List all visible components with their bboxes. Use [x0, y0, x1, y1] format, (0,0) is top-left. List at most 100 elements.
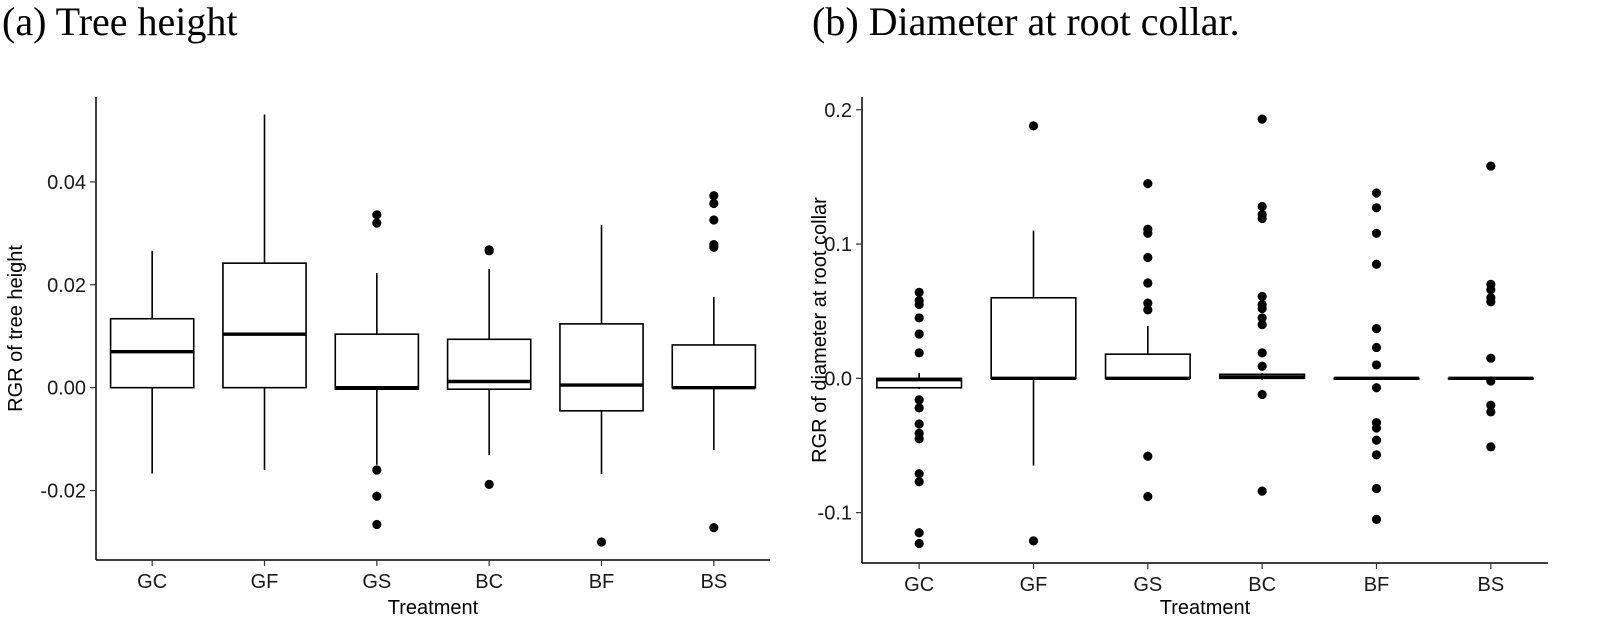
panel-b-title: (b) Diameter at root collar. [812, 0, 1240, 44]
outlier-point [372, 210, 382, 220]
x-tick-label: GS [1133, 574, 1162, 596]
iqr-box [1104, 353, 1191, 380]
outlier-point [372, 218, 382, 228]
outlier-point [1257, 114, 1267, 124]
outlier-point [1486, 442, 1496, 452]
outlier-point [914, 419, 924, 429]
box-bc [446, 245, 532, 489]
outlier-point [1371, 188, 1382, 198]
panel-b-diameter-root-collar: -0.1 0.0 0.1 0.2 GC GF GS BC BF BS Treatment RGR of… [809, 97, 1548, 619]
outlier-point [1257, 361, 1267, 371]
outlier-point [1028, 121, 1039, 131]
outlier-point [1371, 383, 1382, 393]
outlier-point [1257, 303, 1267, 314]
outlier-point [1371, 435, 1382, 445]
outlier-point [1143, 451, 1153, 461]
outlier-point [596, 537, 607, 547]
outlier-point [1486, 285, 1496, 295]
box-gc [876, 287, 963, 549]
outlier-point [1257, 201, 1267, 212]
outlier-point [914, 329, 924, 339]
outlier-point [914, 477, 924, 487]
outlier-point [1028, 536, 1039, 546]
y-tick-label: 0.1 [824, 234, 852, 256]
outlier-point [484, 479, 494, 489]
outlier-point [1371, 203, 1382, 213]
outlier-point [709, 215, 719, 225]
outlier-point [1371, 483, 1382, 494]
x-tick-label: GF [251, 571, 279, 593]
outlier-point [914, 313, 924, 323]
y-tick-label: 0.00 [47, 378, 86, 400]
outlier-point [1143, 491, 1153, 502]
box-gf [990, 121, 1077, 546]
outlier-point [1143, 179, 1153, 189]
iqr-box [222, 262, 307, 389]
box-bf [1333, 188, 1420, 524]
outlier-point [709, 242, 719, 252]
x-axis-title: Treatment [388, 597, 479, 619]
x-tick-label: GC [137, 571, 167, 593]
outlier-point [1257, 320, 1267, 330]
x-tick-label: GS [362, 571, 391, 593]
outlier-point [1143, 228, 1153, 238]
outlier-point [1371, 450, 1382, 460]
box-gf [222, 114, 307, 470]
outlier-point [709, 198, 719, 209]
box-bc [1219, 114, 1306, 496]
y-axis-title: RGR of diameter at root collar [809, 197, 831, 463]
box-bf [559, 225, 644, 547]
x-tick-label: GF [1020, 574, 1048, 596]
outlier-point [1143, 305, 1153, 315]
outlier-point [1371, 423, 1382, 433]
outlier-point [372, 491, 382, 501]
y-tick-label: -0.1 [818, 503, 852, 525]
outlier-point [1486, 161, 1496, 171]
outlier-point [914, 299, 924, 310]
x-tick-label: BC [475, 571, 503, 593]
y-tick-label: 0.0 [824, 368, 852, 390]
box-gs [334, 210, 420, 530]
x-tick-label: BF [1364, 574, 1390, 596]
outlier-point [1371, 360, 1382, 370]
box-bs [671, 191, 757, 533]
outlier-point [1257, 389, 1267, 400]
outlier-point [1486, 297, 1496, 307]
outlier-point [914, 395, 924, 405]
outlier-point [1257, 313, 1267, 323]
outlier-point [914, 538, 924, 549]
outlier-point [709, 191, 719, 201]
outlier-point [1486, 400, 1496, 410]
x-tick-label: BS [1477, 574, 1504, 596]
outlier-point [914, 434, 924, 444]
y-tick-label: 0.02 [47, 275, 86, 297]
x-axis-title: Treatment [1160, 597, 1251, 619]
outlier-point [914, 528, 924, 538]
outlier-point [1371, 514, 1382, 524]
x-tick-label: BS [700, 571, 727, 593]
outlier-point [1257, 348, 1267, 358]
box-bs [1447, 161, 1534, 452]
outlier-point [914, 287, 924, 297]
outlier-point [372, 519, 382, 530]
outlier-point [1143, 298, 1153, 308]
iqr-box [559, 323, 644, 412]
outlier-point [914, 348, 924, 358]
iqr-box [334, 333, 420, 391]
outlier-point [484, 246, 494, 256]
x-tick-label: BC [1248, 574, 1276, 596]
outlier-point [914, 403, 924, 413]
box-gs [1104, 179, 1191, 502]
outlier-point [709, 522, 719, 533]
outlier-point [1486, 376, 1496, 386]
outlier-point [1143, 252, 1153, 263]
outlier-point [1486, 353, 1496, 363]
outlier-point [1371, 324, 1382, 334]
outlier-point [1486, 407, 1496, 417]
y-tick-label: 0.04 [47, 172, 86, 194]
outlier-point [1257, 291, 1267, 302]
outlier-point [1143, 278, 1153, 288]
panel-a-title: (a) Tree height [2, 0, 238, 44]
outlier-point [1257, 213, 1267, 224]
